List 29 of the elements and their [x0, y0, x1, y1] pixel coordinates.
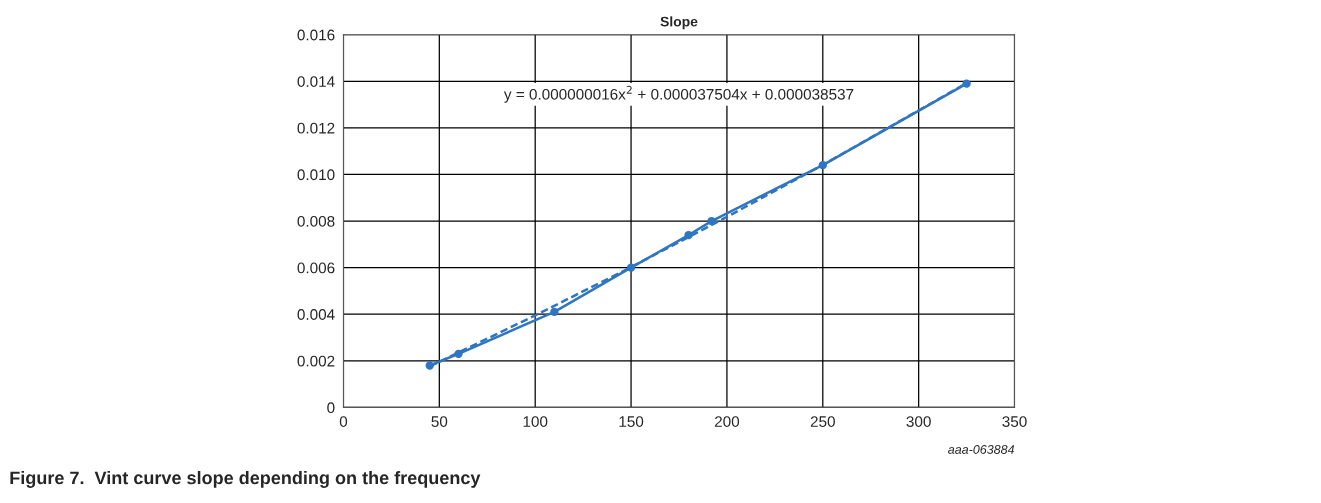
point: [684, 230, 693, 240]
point: [425, 361, 434, 370]
y-tick-label: 0.006: [297, 262, 335, 274]
x-tick-label: 150: [619, 416, 644, 427]
y-tick-label: 0.014: [297, 76, 335, 87]
y-tick-label: 0: [327, 402, 335, 414]
x-tick-label: 300: [906, 416, 931, 427]
point: [626, 263, 636, 272]
y-tick-label: 0.004: [297, 309, 335, 320]
annotation: y = 0.000000016x$^{2}$ + 0.000037504x + 0.000038537: [503, 85, 854, 103]
y-tick-label: 0.002: [297, 355, 335, 367]
y-tick-label: 0.016: [297, 29, 335, 41]
x-tick-label: 200: [714, 416, 740, 427]
x-tick-label: 50: [431, 416, 448, 427]
text: aaa-063884: [948, 445, 1015, 454]
point: [707, 216, 716, 226]
caption: Figure 7. Vint curve slope depending on the frequency: [10, 471, 481, 488]
x-tick-label: 0: [339, 416, 348, 427]
point: [454, 349, 463, 359]
x-tick-label: 100: [523, 416, 548, 427]
y-tick-label: 0.012: [297, 122, 335, 134]
y-tick-label: 0.010: [297, 169, 335, 181]
point: [818, 160, 827, 170]
chart-title: Slope: [660, 16, 698, 30]
y-tick-label: 0.008: [297, 215, 335, 227]
point: [962, 79, 971, 88]
point: [550, 307, 559, 317]
x-tick-label: 350: [1002, 416, 1027, 427]
x-tick-label: 250: [810, 416, 835, 427]
